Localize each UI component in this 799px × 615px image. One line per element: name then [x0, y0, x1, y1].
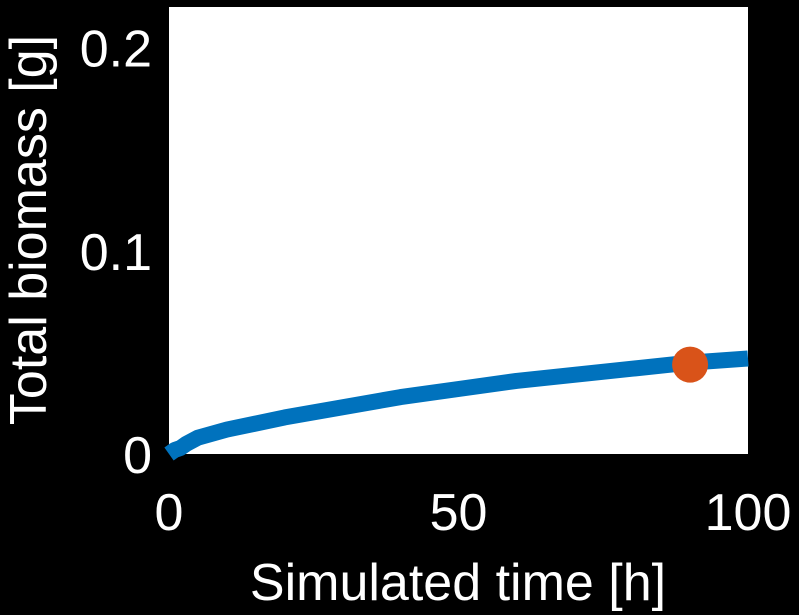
x-tick-label: 100: [705, 484, 792, 542]
y-tick-label: 0.2: [80, 21, 152, 79]
x-tick-label: 0: [155, 484, 184, 542]
highlight-point: [672, 346, 709, 383]
x-axis-label: Simulated time [h]: [250, 554, 666, 612]
plot-area: [169, 7, 748, 454]
y-tick-label: 0: [123, 427, 152, 485]
y-axis-label: Total biomass [g]: [0, 35, 58, 425]
series-line-0: [164, 350, 749, 461]
y-tick-label: 0.1: [80, 224, 152, 282]
x-tick-label: 50: [430, 484, 488, 542]
